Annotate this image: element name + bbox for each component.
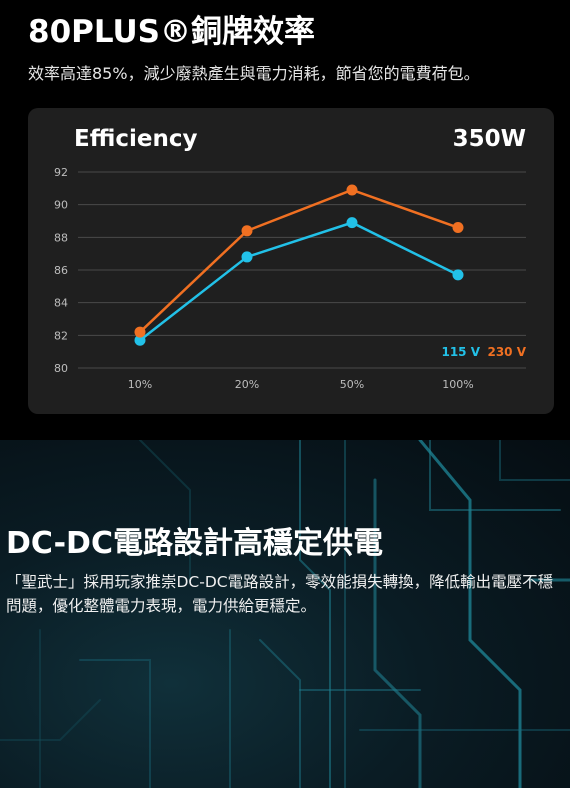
data-point — [452, 269, 464, 281]
data-point — [452, 222, 464, 234]
data-point — [346, 184, 358, 196]
legend-entry-115v: 115 V — [441, 345, 480, 359]
series-line-230v — [139, 188, 459, 333]
data-point — [241, 225, 253, 237]
y-tick-label: 86 — [54, 264, 68, 277]
series-line-115v — [139, 221, 459, 342]
efficiency-line-chart: 80 82 84 86 88 90 92 10% 20% 50% 100% 115 V 230 V — [54, 166, 527, 391]
chart-wattage: 350W — [452, 126, 526, 152]
efficiency-section: 80PLUS®銅牌效率 效率高達85%，減少廢熱產生與電力消耗，節省您的電費荷包… — [28, 14, 554, 414]
x-tick-label: 20% — [235, 378, 259, 391]
y-tick-label: 80 — [54, 362, 68, 375]
data-point — [241, 251, 253, 263]
section-subtitle: 效率高達85%，減少廢熱產生與電力消耗，節省您的電費荷包。 — [28, 64, 480, 83]
y-tick-label: 84 — [54, 297, 68, 310]
section-title: 80PLUS®銅牌效率 — [28, 14, 316, 50]
data-point — [134, 326, 146, 338]
data-point — [346, 217, 358, 229]
circuit-background-decoration — [0, 440, 570, 788]
x-tick-label: 100% — [442, 378, 473, 391]
data-point — [134, 334, 146, 346]
x-tick-label: 10% — [128, 378, 152, 391]
chart-title: Efficiency — [74, 126, 198, 152]
legend-entry-230v: 230 V — [487, 345, 526, 359]
y-tick-label: 92 — [54, 166, 68, 179]
dcdc-section: DC-DC電路設計高穩定供電 「聖武士」採用玩家推崇DC-DC電路設計，零效能損… — [0, 440, 570, 788]
y-tick-label: 90 — [54, 199, 68, 212]
section-title: DC-DC電路設計高穩定供電 — [6, 526, 383, 561]
y-tick-label: 88 — [54, 231, 68, 244]
x-tick-label: 50% — [340, 378, 364, 391]
efficiency-chart-card: Efficiency 350W 80 82 84 86 88 90 92 10% 20% 50% 1… — [28, 108, 554, 414]
section-subtitle: 「聖武士」採用玩家推崇DC-DC電路設計，零效能損失轉換，降低輸出電壓不穩問題，… — [6, 573, 554, 615]
y-tick-label: 82 — [54, 329, 68, 342]
